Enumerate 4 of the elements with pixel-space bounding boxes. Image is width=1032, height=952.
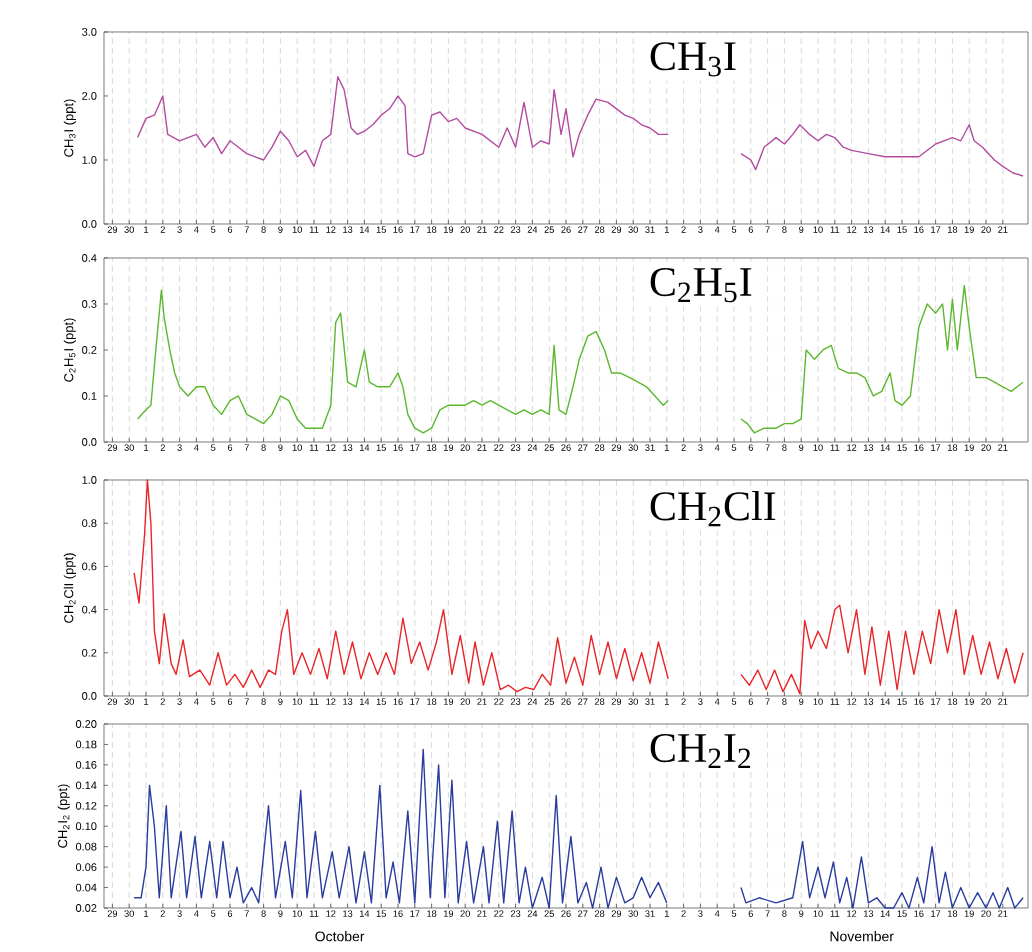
chart-title: CH$_{2}$I$_{2}$	[650, 733, 751, 768]
chart-title: C$_{2}$H$_{5}$I	[650, 267, 752, 303]
chart-title: CH$_{2}$ClI	[650, 490, 776, 527]
chart-title: CH$_{3}$I	[650, 42, 736, 77]
